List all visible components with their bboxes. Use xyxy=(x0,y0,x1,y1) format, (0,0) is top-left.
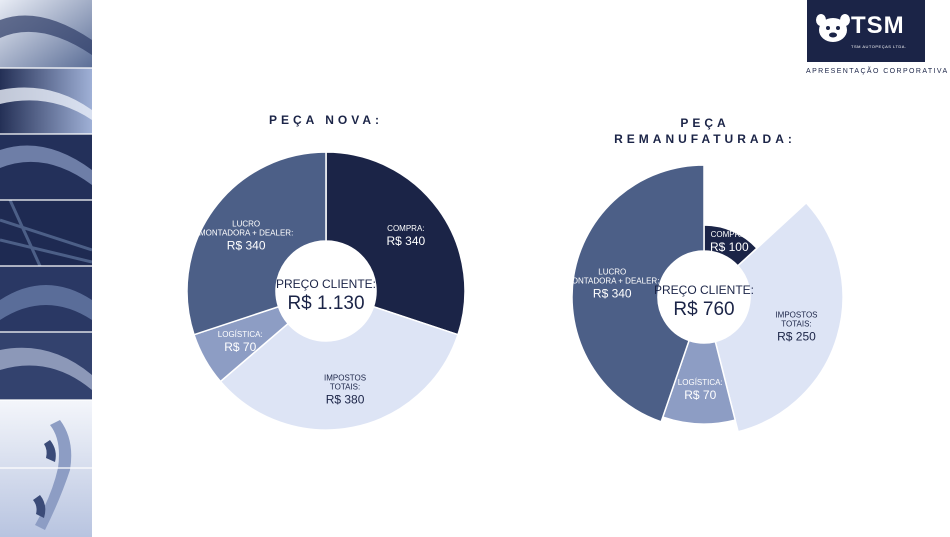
remanufactured-part-slice-0-value-text: R$ 100 xyxy=(710,240,749,254)
new-part-slice-1-value-text: R$ 380 xyxy=(326,393,365,407)
bulldog-logo-icon xyxy=(816,14,850,42)
remanufactured-part-slice-3-category-text: MONTADORA + DEALER: xyxy=(565,277,659,286)
new-part-slice-2-value-text: R$ 70 xyxy=(224,340,256,354)
remanufactured-part-slice-label-2: LOGÍSTICA:R$ 70 xyxy=(678,378,723,402)
remanufactured-part-slice-1-category-text: IMPOSTOS xyxy=(775,311,817,320)
remanufactured-part-slice-3 xyxy=(571,164,705,423)
tsm-logo: TSM TSM AUTOPEÇAS LTDA. xyxy=(807,0,925,62)
remanufactured-part-slice-2-value-text: R$ 70 xyxy=(684,388,716,402)
new-part-center-value: R$ 1.130 xyxy=(287,293,364,314)
new-part-slice-label-2: LOGÍSTICA:R$ 70 xyxy=(218,330,263,354)
remanufactured-part-slice-1-category-text: TOTAIS: xyxy=(781,320,811,329)
remanufactured-part-slice-1 xyxy=(714,201,844,433)
remanufactured-part-slice-3-category-text: LUCRO xyxy=(598,268,626,277)
new-part-slice-0-value-text: R$ 340 xyxy=(386,234,425,248)
new-part-slice-3-category-text: LUCRO xyxy=(232,219,260,228)
chart-title-new-part: PEÇA NOVA: xyxy=(268,113,383,127)
logo-subtext: TSM AUTOPEÇAS LTDA. xyxy=(851,44,907,49)
new-part-slice-label-0: COMPRA:R$ 340 xyxy=(386,224,425,248)
new-part-center-label: PREÇO CLIENTE: xyxy=(276,277,376,291)
new-part-slice-3 xyxy=(186,151,327,336)
logo-wordmark: TSM xyxy=(851,12,905,39)
remanufactured-part-slice-0-category-text: COMPRA: xyxy=(711,230,748,239)
new-part-slice-1-category-text: TOTAIS: xyxy=(330,383,360,392)
new-part-slice-3-category-text: MONTADORA + DEALER: xyxy=(199,228,293,237)
chart-title-remanufactured-part: PEÇA REMANUFATURADA: xyxy=(614,116,796,146)
brake-parts-photo-strip xyxy=(0,0,92,537)
remanufactured-part-center-value: R$ 760 xyxy=(673,299,734,320)
new-part-slice-1 xyxy=(219,305,459,431)
new-part-slice-2-category-text: LOGÍSTICA: xyxy=(218,330,263,339)
tagline: APRESENTAÇÃO CORPORATIVA xyxy=(806,68,949,75)
remanufactured-part-slice-label-0: COMPRA:R$ 100 xyxy=(710,230,749,254)
new-part-slice-3-value-text: R$ 340 xyxy=(227,238,266,252)
new-part-slice-0-category-text: COMPRA: xyxy=(387,224,424,233)
remanufactured-part-slice-3-value-text: R$ 340 xyxy=(593,287,632,301)
remanufactured-part-center-label: PREÇO CLIENTE: xyxy=(654,283,754,297)
remanufactured-part-slice-2-category-text: LOGÍSTICA: xyxy=(678,378,723,387)
new-part-slice-1-category-text: IMPOSTOS xyxy=(324,374,366,383)
remanufactured-part-slice-1-value-text: R$ 250 xyxy=(777,330,816,344)
new-part-slice-0 xyxy=(325,151,466,336)
